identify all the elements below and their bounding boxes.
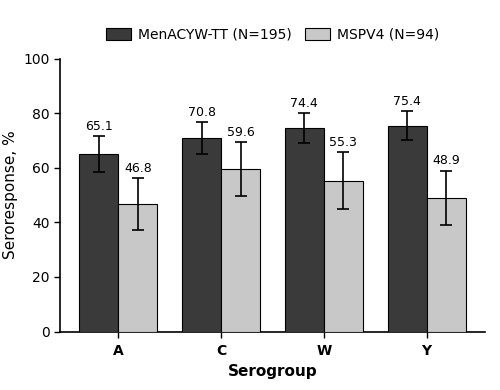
Y-axis label: Seroresponse, %: Seroresponse, % [2,131,18,259]
Bar [182,138,221,332]
Bar [221,169,260,332]
Bar [118,204,158,332]
Text: 46.8: 46.8 [124,161,152,175]
Text: 48.9: 48.9 [432,154,460,167]
Text: 70.8: 70.8 [188,106,216,119]
Text: 74.4: 74.4 [290,97,318,110]
Legend: MenACYW-TT (N=195), MSPV4 (N=94): MenACYW-TT (N=195), MSPV4 (N=94) [102,24,443,46]
Bar [324,181,363,332]
Text: 55.3: 55.3 [330,136,357,149]
X-axis label: Serogroup: Serogroup [228,363,318,379]
Bar [426,198,466,332]
Bar [80,154,118,332]
Text: 59.6: 59.6 [227,126,254,139]
Bar [285,128,324,332]
Text: 65.1: 65.1 [85,120,112,133]
Bar [388,126,426,332]
Text: 75.4: 75.4 [393,95,421,108]
